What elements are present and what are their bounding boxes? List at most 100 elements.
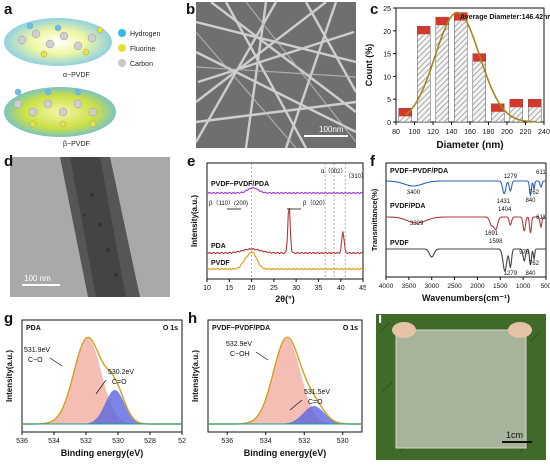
histogram-bar-top (509, 99, 523, 108)
alpha-pvdf-label: α−PVDF (63, 72, 90, 79)
x-axis-label: 2θ(°) (275, 294, 294, 304)
series-label-pvdf: PVDF (211, 260, 230, 267)
xps-peak-1 (208, 338, 362, 424)
annotation-alpha-002: α（002） (321, 168, 346, 175)
membrane-sheet (395, 329, 527, 449)
xps-sample-title: PDA (26, 325, 41, 332)
histogram-bar-top (435, 17, 449, 26)
y-tick-label: 15 (383, 52, 391, 59)
x-tick-label: 140 (446, 129, 458, 136)
x-tick-label: 35 (315, 285, 323, 292)
xps-sample-title: PVDF−PVDF/PDA (212, 325, 270, 332)
x-tick-label: 530 (337, 438, 349, 445)
fluorine-swatch (118, 44, 126, 52)
y-axis-label: Intensity(a.u.) (5, 350, 14, 402)
x-tick-label: 3000 (424, 283, 439, 290)
sem-image: 100nm (194, 1, 358, 149)
x-tick-label: 1000 (516, 283, 531, 290)
peak-label: 1404 (498, 207, 512, 213)
right-hand (508, 322, 532, 338)
x-axis-label: Binding energy(eV) (61, 448, 144, 458)
xrd-frame (206, 162, 364, 280)
y-axis-label: Intensity(a.u.) (190, 195, 199, 247)
histogram-bar-top (472, 53, 486, 62)
series-label-pvdf-pvdf-pda: PVDF−PVDF/PDA (390, 168, 448, 175)
y-tick-label: 10 (383, 74, 391, 81)
panel-a: a α−PVDF Hydrogen (0, 0, 183, 150)
peak-1-bond: C−O (28, 357, 43, 364)
panel-i-letter: i (378, 310, 383, 327)
x-tick-label: 20 (248, 285, 256, 292)
y-axis-label: Transmittance(%) (370, 188, 379, 251)
peak-label: 976 (519, 250, 530, 256)
annotation-beta-020: β（020） (303, 200, 328, 207)
xrd-curve-pda (206, 207, 364, 255)
x-axis-label: Wavenumbers(cm⁻¹) (422, 293, 510, 303)
pvdf-structure-illustration: α−PVDF Hydrogen Fluorine Carbon β−PVDF (4, 18, 160, 148)
histogram-bar (454, 12, 468, 123)
x-tick-label: 536 (221, 438, 233, 445)
peak-2-energy: 531.5eV (304, 389, 330, 396)
ftir-frame (385, 162, 547, 278)
annotation-310: （310） (345, 173, 366, 180)
panel-b-letter: b (186, 1, 196, 18)
panel-e-letter: e (187, 153, 196, 170)
peak-label: 840 (525, 271, 536, 277)
series-label-pda: PDA (211, 243, 226, 250)
series-label-pvdf-pvdf-pda: PVDF−PVDF/PDA (211, 181, 269, 188)
x-tick-label: 10 (203, 285, 211, 292)
histogram-bar-top (398, 108, 412, 117)
peak-label: 611 (536, 170, 546, 176)
panel-c-letter: c (370, 1, 379, 18)
series-label-pvdf: PVDF (390, 240, 409, 247)
y-tick-label: 20 (383, 29, 391, 36)
x-tick-label: 45 (359, 285, 366, 292)
histogram-bar-top (417, 26, 431, 35)
beta-pvdf-molecule (13, 88, 98, 128)
x-tick-label: 220 (520, 129, 532, 136)
peak-label: 1598 (489, 239, 503, 245)
peak-label: 611 (536, 215, 546, 221)
tem-scalebar-label: 100 nm (24, 274, 51, 283)
x-tick-label: 15 (225, 285, 233, 292)
x-tick-label: 528 (144, 438, 156, 445)
y-tick-label: 0 (387, 120, 391, 127)
xps-frame (207, 319, 363, 433)
peak-2-bond: C=O (112, 379, 127, 386)
ftir-chart: PVDF−PVDF/PDA PVDF/PDA PVDF 3400 1279 1431 140… (370, 162, 550, 303)
x-tick-label: 532 (80, 438, 92, 445)
x-tick-label: 30 (292, 285, 300, 292)
panel-d: 100 nm d (0, 153, 183, 305)
panel-h: h PVDF−PVDF/PDA O 1s 532.9eV C−OH 531.5eV C=O… (186, 310, 366, 463)
panel-i: 1cm i (370, 310, 550, 463)
peak-1-energy: 531.9eV (24, 347, 50, 354)
peak-label: 762 (529, 261, 540, 267)
x-tick-label: 2500 (447, 283, 462, 290)
x-tick-label: 160 (464, 129, 476, 136)
alpha-pvdf-molecule (17, 22, 104, 58)
histogram-bar-top (454, 12, 468, 21)
gaussian-fit-curve (404, 11, 537, 123)
peak-label: 3329 (410, 221, 424, 227)
x-axis-label: Diameter (nm) (436, 140, 503, 151)
peak-label: 1279 (504, 271, 518, 277)
sem-scalebar-label: 100nm (319, 125, 344, 134)
x-tick-label: 240 (538, 129, 550, 136)
panel-a-letter: a (4, 1, 13, 18)
ftir-curve-pvdf-pda (386, 216, 546, 234)
peak-label: 840 (525, 198, 536, 204)
x-tick-label: 2000 (470, 283, 485, 290)
peak-1-bond: C−OH (230, 351, 250, 358)
left-hand (392, 322, 416, 338)
tem-image: 100 nm (10, 157, 170, 297)
beta-pvdf-label: β−PVDF (63, 141, 90, 148)
x-tick-label: 530 (112, 438, 124, 445)
membrane-photo: 1cm (376, 314, 546, 460)
annotation-beta-110-200: β（110）(200) (209, 200, 248, 207)
peak-1-pointer (49, 357, 63, 367)
ftir-curve-pvdf (386, 248, 546, 273)
peak-label: 1431 (497, 199, 511, 205)
histogram-bar (435, 16, 449, 123)
legend-carbon: Carbon (130, 61, 153, 68)
y-tick-label: 25 (383, 6, 391, 13)
